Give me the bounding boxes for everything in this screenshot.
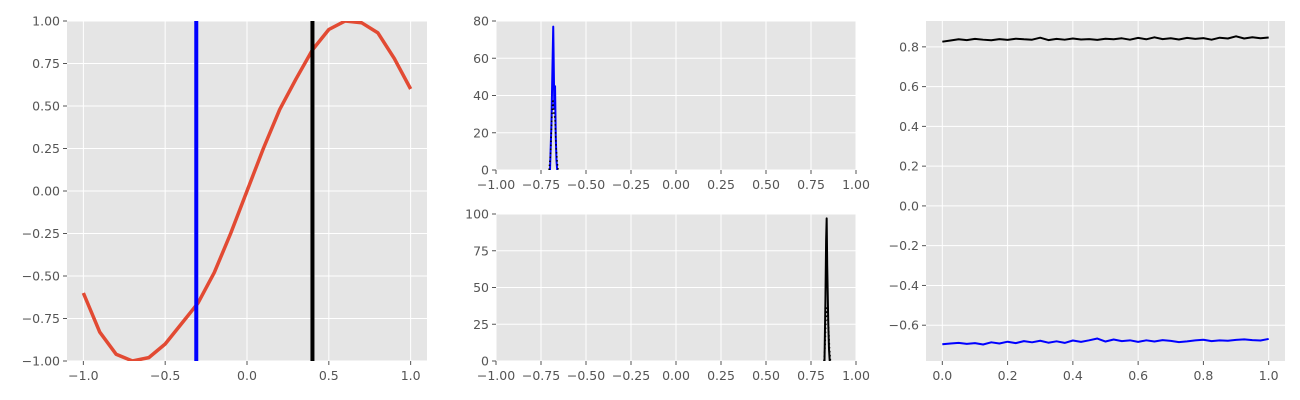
y-tick-label: −0.4 bbox=[889, 278, 919, 293]
x-tick-label: 0.75 bbox=[797, 177, 825, 192]
x-tick-label: 0.50 bbox=[752, 368, 780, 383]
series-line-0 bbox=[823, 217, 831, 361]
x-tick-label: −0.25 bbox=[612, 177, 650, 192]
x-tick-label: 0.2 bbox=[998, 368, 1018, 383]
bottom-middle-histogram: −1.00 −0.75 −0.50 −0.25 0.00 0.25 0.50 0.75 1.00… bbox=[465, 207, 870, 384]
x-tick-label: 0.5 bbox=[319, 368, 339, 383]
x-tick-label: 0.50 bbox=[752, 177, 780, 192]
x-tick-label: 0.75 bbox=[797, 368, 825, 383]
series-line-0 bbox=[81, 21, 413, 361]
x-tick-label: 0.6 bbox=[1128, 368, 1148, 383]
y-tick-label: 0.2 bbox=[899, 159, 919, 174]
x-tick-label: −0.5 bbox=[150, 368, 180, 383]
x-tick-label: −0.50 bbox=[567, 177, 605, 192]
y-tick-label: 0.50 bbox=[32, 99, 60, 114]
x-tick-label: 0.8 bbox=[1193, 368, 1213, 383]
x-tick-label: 0.0 bbox=[932, 368, 952, 383]
x-tick-label: 0.0 bbox=[237, 368, 257, 383]
y-tick-label: 0.25 bbox=[32, 141, 60, 156]
y-tick-label: 0.4 bbox=[899, 119, 919, 134]
x-tick-label: −0.25 bbox=[612, 368, 650, 383]
x-tick-label: 0.00 bbox=[662, 368, 690, 383]
y-tick-label: −0.25 bbox=[22, 226, 60, 241]
x-tick-label: 1.00 bbox=[842, 368, 870, 383]
y-tick-label: 0.00 bbox=[32, 184, 60, 199]
series-line-0 bbox=[942, 35, 1269, 43]
x-tick-label: 1.0 bbox=[1259, 368, 1279, 383]
y-tick-label: 50 bbox=[473, 280, 489, 295]
x-tick-label: 1.00 bbox=[842, 177, 870, 192]
series-line-1 bbox=[823, 307, 832, 361]
x-tick-label: 0.4 bbox=[1063, 368, 1083, 383]
y-tick-label: 100 bbox=[465, 207, 489, 222]
series-line-1 bbox=[548, 98, 559, 170]
right-trace-plot: 0.0 0.2 0.4 0.6 0.8 1.0 0.8 0.6 0.4 0.2 0.0 −0.2 −0.… bbox=[889, 21, 1285, 383]
series-group bbox=[81, 21, 413, 361]
y-tick-label: −0.2 bbox=[889, 238, 919, 253]
x-tick-label: −0.75 bbox=[522, 368, 560, 383]
y-tick-label: −0.50 bbox=[22, 269, 60, 284]
y-tick-label: −0.75 bbox=[22, 311, 60, 326]
y-tick-label: 20 bbox=[473, 125, 489, 140]
y-tick-label: 75 bbox=[473, 243, 489, 258]
y-tick-label: 60 bbox=[473, 51, 489, 66]
y-tick-label: 0 bbox=[481, 163, 489, 178]
plot-background bbox=[926, 21, 1285, 361]
series-group bbox=[548, 25, 559, 170]
y-tick-label: −1.00 bbox=[22, 354, 60, 369]
x-tick-label: −1.0 bbox=[68, 368, 98, 383]
x-tick-label: 0.25 bbox=[707, 368, 735, 383]
y-tick-label: 0 bbox=[481, 354, 489, 369]
y-tick-label: 0.8 bbox=[899, 39, 919, 54]
x-tick-label: 0.00 bbox=[662, 177, 690, 192]
y-tick-label: 40 bbox=[473, 88, 489, 103]
y-tick-label: 1.00 bbox=[32, 14, 60, 29]
x-tick-label: 0.25 bbox=[707, 177, 735, 192]
left-sine-plot: −1.0 −0.5 0.0 0.5 1.0 1.00 0.75 0.50 0.25 0.00 −0.… bbox=[22, 14, 427, 383]
y-tick-label: 0.75 bbox=[32, 56, 60, 71]
y-tick-label: 25 bbox=[473, 317, 489, 332]
y-tick-label: 80 bbox=[473, 14, 489, 29]
y-tick-label: 0.0 bbox=[899, 198, 919, 213]
series-line-1 bbox=[942, 337, 1269, 346]
series-group bbox=[942, 35, 1269, 346]
x-tick-label: −0.75 bbox=[522, 177, 560, 192]
x-tick-label: −1.00 bbox=[477, 368, 515, 383]
series-group bbox=[823, 217, 832, 361]
y-tick-label: 0.6 bbox=[899, 79, 919, 94]
x-tick-label: 1.0 bbox=[401, 368, 421, 383]
top-middle-histogram: −1.00 −0.75 −0.50 −0.25 0.00 0.25 0.50 0.75 1.00… bbox=[473, 14, 870, 193]
x-tick-label: −0.50 bbox=[567, 368, 605, 383]
y-tick-label: −0.6 bbox=[889, 318, 919, 333]
x-tick-label: −1.00 bbox=[477, 177, 515, 192]
